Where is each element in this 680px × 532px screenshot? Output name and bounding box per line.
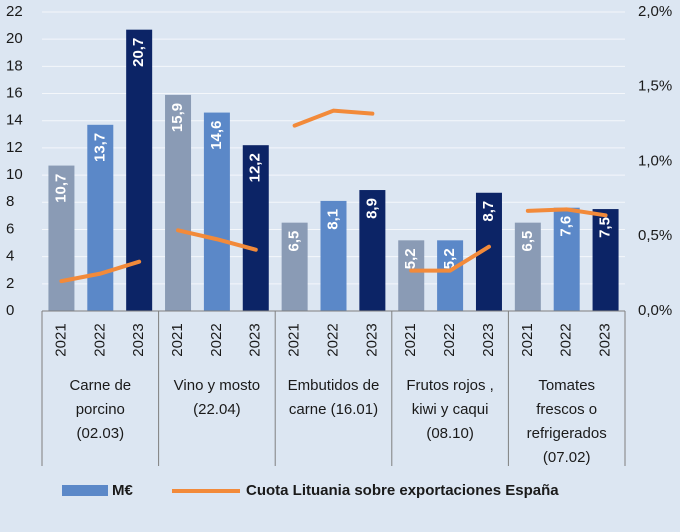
x-tick-label: 2021 <box>169 323 186 356</box>
line <box>176 228 258 252</box>
x-tick-label: 2023 <box>480 323 497 356</box>
bar <box>165 94 192 312</box>
y-tick-label: 4 <box>6 248 14 265</box>
y-tick-label: 2 <box>6 275 14 292</box>
bar <box>87 124 114 312</box>
value-label: 8,1 <box>324 209 341 230</box>
x-tick-label: 2021 <box>402 323 419 356</box>
x-tick-label: 2021 <box>52 323 69 356</box>
x-tick-label: 2022 <box>441 323 458 356</box>
bar <box>320 200 347 311</box>
group-label: (22.04) <box>193 401 241 418</box>
value-label: 15,9 <box>169 103 186 132</box>
value-label: 6,5 <box>519 231 536 252</box>
legend-label: Cuota Lituania sobre exportaciones Españ… <box>246 482 559 499</box>
y-tick-label: 16 <box>6 85 23 102</box>
y-tick-label: 14 <box>6 112 23 129</box>
bar <box>281 222 308 311</box>
bar <box>126 29 153 311</box>
y-tick-label: 8 <box>6 193 14 210</box>
x-tick-label: 2021 <box>519 323 536 356</box>
x-tick-label: 2022 <box>91 323 108 356</box>
legend-swatch <box>62 485 108 496</box>
bar <box>398 240 425 311</box>
x-tick-label: 2023 <box>597 323 614 356</box>
group-label: (07.02) <box>543 449 591 466</box>
value-label: 7,5 <box>597 217 614 238</box>
value-label: 20,7 <box>130 38 147 67</box>
y-tick-label: 12 <box>6 139 23 156</box>
value-label: 5,2 <box>402 248 419 269</box>
group-label: Vino y mosto <box>174 377 260 394</box>
y-tick-label: 18 <box>6 57 23 74</box>
y2-tick-label: 1,0% <box>638 152 672 169</box>
value-label: 12,2 <box>247 153 264 182</box>
x-tick-label: 2022 <box>558 323 575 356</box>
bar <box>592 209 619 311</box>
line <box>292 108 375 128</box>
bar <box>359 190 386 311</box>
x-tick-label: 2023 <box>130 323 147 356</box>
x-tick-label: 2023 <box>363 323 380 356</box>
bar <box>514 222 541 311</box>
y-tick-label: 20 <box>6 30 23 47</box>
line <box>59 259 142 284</box>
value-label: 5,2 <box>441 248 458 269</box>
group-label: porcino <box>76 401 125 418</box>
y-tick-label: 0 <box>6 302 14 319</box>
y2-tick-label: 2,0% <box>638 3 672 20</box>
value-label: 8,7 <box>480 201 497 222</box>
value-label: 6,5 <box>286 231 303 252</box>
bar <box>242 145 269 311</box>
y2-tick-label: 0,0% <box>638 302 672 319</box>
line <box>525 207 608 218</box>
x-tick-label: 2022 <box>208 323 225 356</box>
y-tick-label: 22 <box>6 3 23 20</box>
group-label: (08.10) <box>426 425 474 442</box>
line <box>409 244 491 273</box>
group-label: frescos o <box>536 401 597 418</box>
group-label: carne (16.01) <box>289 401 378 418</box>
y-tick-label: 10 <box>6 166 23 183</box>
value-label: 7,6 <box>558 216 575 237</box>
bar <box>553 207 580 311</box>
value-label: 8,9 <box>363 198 380 219</box>
value-label: 14,6 <box>208 121 225 150</box>
bar <box>437 240 464 311</box>
value-label: 13,7 <box>91 133 108 162</box>
group-label: refrigerados <box>527 425 607 442</box>
y2-tick-label: 1,5% <box>638 78 672 95</box>
group-label: (02.03) <box>77 425 125 442</box>
group-label: Frutos rojos , <box>406 377 494 394</box>
x-tick-label: 2022 <box>324 323 341 356</box>
y2-tick-label: 0,5% <box>638 227 672 244</box>
x-tick-label: 2023 <box>247 323 264 356</box>
x-tick-label: 2021 <box>286 323 303 356</box>
group-label: Carne de <box>69 377 131 394</box>
bar <box>203 112 230 311</box>
bar <box>48 165 75 311</box>
value-label: 10,7 <box>52 174 69 203</box>
group-label: Embutidos de <box>288 377 380 394</box>
y-tick-label: 6 <box>6 220 14 237</box>
group-label: kiwi y caqui <box>412 401 489 418</box>
group-label: Tomates <box>538 377 595 394</box>
legend-label: M€ <box>112 482 133 499</box>
